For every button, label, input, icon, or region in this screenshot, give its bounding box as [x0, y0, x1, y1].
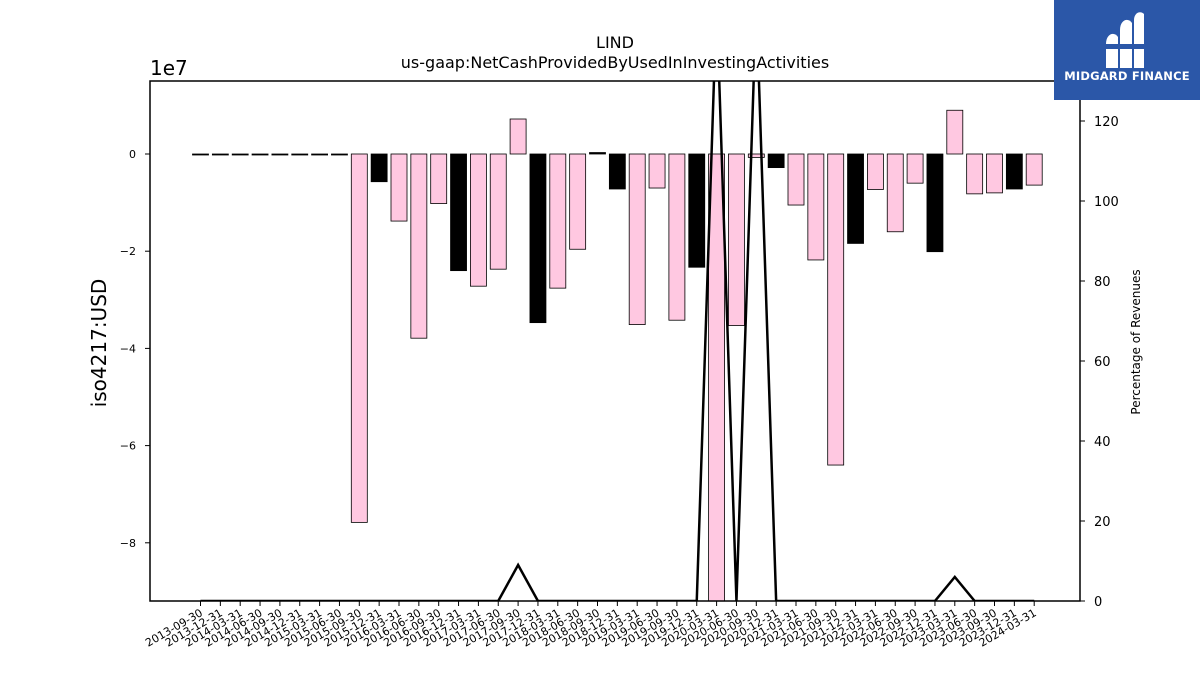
y2-tick-label: 20 — [1094, 515, 1111, 530]
bar — [211, 153, 229, 156]
bar — [589, 152, 606, 155]
bar — [450, 153, 467, 272]
y2-tick-label: 120 — [1094, 115, 1119, 130]
y-tick-label: −6 — [120, 440, 136, 453]
bar — [747, 153, 765, 158]
bar — [569, 153, 587, 250]
bar — [469, 153, 487, 287]
y-tick-label: 0 — [129, 148, 136, 161]
bar — [668, 153, 686, 321]
bar — [311, 153, 329, 156]
bar — [549, 153, 567, 289]
percentage-line — [200, 81, 1035, 601]
bar — [291, 153, 309, 156]
bar — [628, 153, 646, 325]
bar — [886, 153, 904, 233]
bar — [728, 153, 745, 326]
bar — [966, 153, 984, 195]
bar — [767, 153, 785, 169]
bar — [390, 153, 408, 222]
chart-subtitle: us-gaap:NetCashProvidedByUsedInInvesting… — [401, 53, 829, 72]
bar — [370, 153, 388, 183]
y2-tick-label: 100 — [1094, 195, 1119, 210]
bar — [430, 153, 448, 204]
brand-name: MIDGARD FINANCE — [1064, 69, 1190, 83]
y-axis-label: iso4217:USD — [87, 279, 111, 408]
y2-tick-label: 0 — [1094, 595, 1102, 610]
bar — [192, 153, 209, 156]
y-tick-label: −4 — [120, 342, 136, 355]
bar — [867, 153, 884, 190]
bar — [231, 153, 249, 156]
bar — [906, 153, 924, 184]
chart-title: LIND — [596, 33, 634, 52]
bar — [271, 153, 289, 156]
y2-tick-label: 40 — [1094, 435, 1111, 450]
bar — [648, 153, 666, 189]
brand-logo: MIDGARD FINANCE — [1054, 0, 1200, 100]
midgard-logo-icon — [1106, 12, 1144, 68]
bar — [1025, 153, 1043, 186]
bar — [251, 153, 269, 156]
bar — [608, 153, 626, 190]
bar — [688, 153, 706, 268]
bar — [350, 153, 368, 523]
y-tick-label: −2 — [120, 245, 136, 258]
plot-frame — [149, 80, 1081, 602]
bar — [986, 153, 1003, 194]
bar — [529, 153, 547, 324]
bar — [708, 153, 725, 602]
bar — [847, 153, 864, 244]
bar — [807, 153, 825, 261]
bar — [827, 153, 845, 466]
y-scale-label: 1e7 — [150, 56, 188, 80]
bar — [410, 153, 428, 339]
y2-tick-label: 60 — [1094, 355, 1111, 370]
bar — [787, 153, 805, 206]
y2-axis-label: Percentage of Revenues — [1129, 269, 1143, 414]
bar — [1005, 153, 1023, 190]
bar — [509, 118, 527, 155]
bar — [946, 109, 964, 155]
y2-tick-label: 80 — [1094, 275, 1111, 290]
bar — [489, 153, 507, 270]
bar — [331, 153, 348, 156]
y-tick-label: −8 — [120, 537, 136, 550]
bar — [926, 153, 944, 253]
